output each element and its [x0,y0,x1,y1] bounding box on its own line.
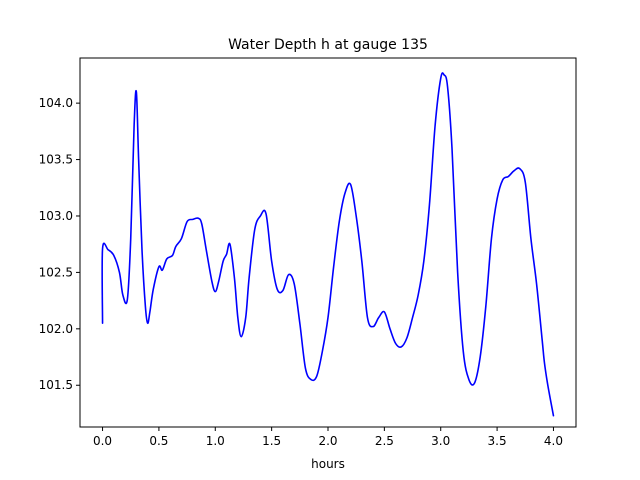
y-tick-label: 103.5 [39,153,73,167]
x-tick-label: 3.0 [431,434,450,448]
x-tick-label: 1.0 [206,434,225,448]
y-tick-label: 103.0 [39,209,73,223]
y-tick-label: 102.5 [39,265,73,279]
x-tick-label: 0.0 [93,434,112,448]
chart-title: Water Depth h at gauge 135 [228,37,428,53]
x-axis-label: hours [311,457,345,471]
x-tick-label: 2.5 [375,434,394,448]
y-tick-label: 104.0 [39,96,73,110]
x-tick-label: 4.0 [544,434,563,448]
series-line [101,72,555,417]
x-tick-label: 1.5 [262,434,281,448]
axis-ticks: 0.0 0.5 1.0 1.5 2.0 2.5 3.0 3.5 4.0 101.5 102.0 102… [39,96,563,448]
x-tick-label: 2.0 [318,434,337,448]
x-tick-label: 0.5 [149,434,168,448]
y-tick-label: 102.0 [39,322,73,336]
y-tick-label: 101.5 [39,378,73,392]
x-tick-label: 3.5 [488,434,507,448]
plot-area-frame [79,57,577,428]
